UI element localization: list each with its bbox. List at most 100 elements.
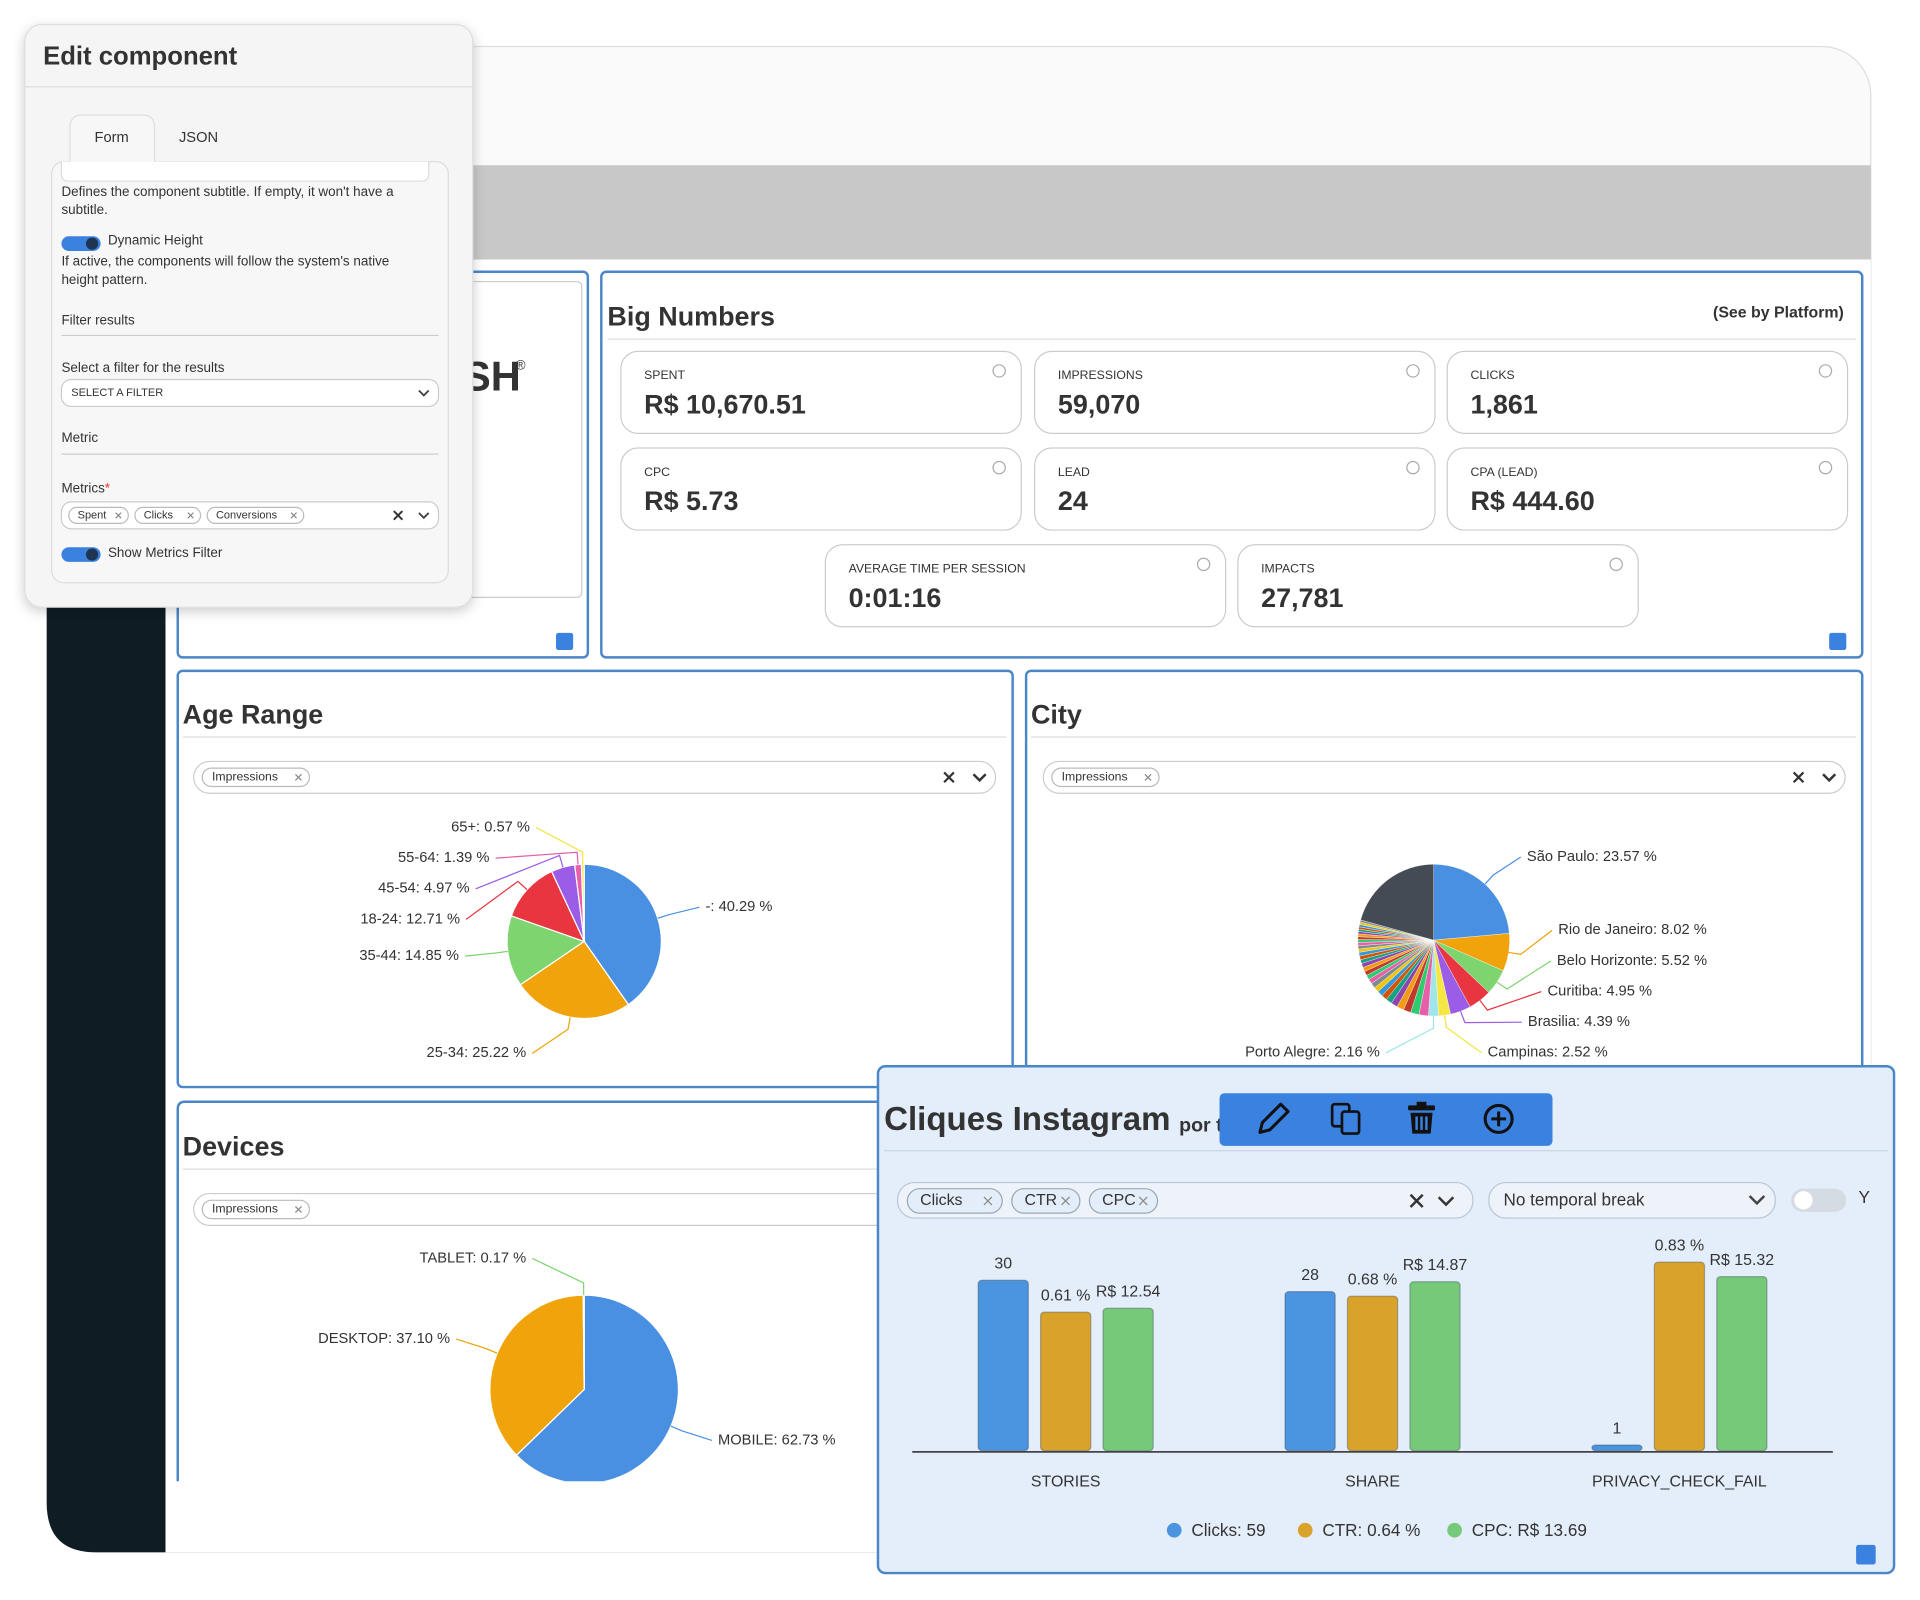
resize-handle[interactable] [1829,632,1847,651]
resize-handle[interactable] [556,632,574,651]
card-link[interactable]: (See by Platform) [1713,305,1844,322]
leader-line [1508,929,1553,956]
tab[interactable]: Form [95,130,129,146]
metric-value: 0:01:16 [849,583,942,613]
metric-value: R$ 10,670.51 [644,390,806,420]
clear-icon[interactable] [1144,773,1152,781]
bar-value-label: 1 [1613,1420,1622,1437]
bar [1039,1311,1092,1452]
bar-value-label: R$ 12.54 [1096,1284,1161,1301]
label: Metrics [61,480,105,495]
info-icon[interactable] [1196,557,1211,572]
legend-label[interactable]: CTR: 0.64 % [1322,1520,1420,1540]
clear-icon[interactable] [290,512,297,519]
metric-select[interactable] [193,760,997,794]
leader-line [495,851,579,865]
clear-icon[interactable] [1061,1196,1070,1206]
leader-line [1484,856,1522,885]
info-icon[interactable] [1818,364,1833,378]
duplicate-icon[interactable] [1330,1102,1361,1135]
chip[interactable] [1051,767,1160,788]
chip[interactable] [1088,1188,1159,1214]
x-tick-label: SHARE [1345,1474,1400,1491]
metric-select[interactable] [1042,760,1846,794]
metric-value: 24 [1058,486,1088,516]
metric-label: IMPRESSIONS [1058,368,1143,382]
bar [1102,1307,1154,1452]
slice-label: 35-44: 14.85 % [359,948,459,964]
bar-value-label: R$ 14.87 [1403,1257,1468,1274]
logo-mark: ® [516,358,526,373]
info-icon[interactable] [1406,364,1420,378]
chip[interactable] [906,1188,1003,1214]
clear-icon[interactable] [1792,771,1805,784]
leader-line [465,950,508,957]
tab[interactable]: JSON [179,130,218,146]
info-icon[interactable] [992,364,1006,378]
slice-label: São Paulo: 23.57 % [1527,849,1657,865]
clear-icon[interactable] [1409,1193,1424,1208]
bar [1409,1281,1461,1452]
leader-line [531,1017,571,1054]
slice-label: Curitiba: 4.95 % [1548,983,1653,999]
chip[interactable] [206,506,305,524]
slice-label: Rio de Janeiro: 8.02 % [1558,922,1707,938]
chip-label: Impressions [1062,770,1128,784]
filter-select[interactable] [60,378,440,408]
clear-icon[interactable] [393,510,404,521]
subtitle-input[interactable] [60,161,430,182]
chip-label: Clicks [920,1192,962,1209]
clear-icon[interactable] [943,771,955,784]
info-icon[interactable] [1818,460,1833,475]
legend-swatch[interactable] [1166,1522,1182,1538]
toolbar-bg [1219,1093,1553,1146]
chevron [1822,773,1837,783]
clear-icon[interactable] [187,512,194,519]
bar-value-label: R$ 15.32 [1710,1252,1775,1269]
info-icon[interactable] [992,460,1006,475]
clear-icon[interactable] [1138,1196,1148,1206]
clear-icon[interactable] [294,773,302,781]
bar [1716,1276,1768,1452]
bar-value-label: 0.68 % [1348,1271,1398,1288]
leader-line [1444,1015,1482,1054]
info-icon[interactable] [1609,557,1623,572]
chip[interactable] [201,1199,311,1220]
legend-label[interactable]: CPC: R$ 13.69 [1472,1520,1587,1540]
metric-label: CPA (LEAD) [1470,465,1537,479]
bar-value-label: 28 [1301,1267,1319,1284]
chip[interactable] [201,767,311,788]
metric-value: R$ 444.60 [1470,486,1594,516]
card-subtitle: por t [1179,1114,1223,1136]
info-icon[interactable] [1406,460,1420,475]
sidebar [46,587,166,1553]
bar [1346,1295,1399,1452]
card-title: Age Range [183,699,324,729]
pie-slice [583,863,662,1006]
legend-swatch[interactable] [1297,1522,1313,1538]
chip-label: CTR [1024,1192,1057,1209]
chip[interactable] [1011,1188,1081,1214]
legend-label[interactable]: Clicks: 59 [1191,1520,1265,1540]
delete-icon[interactable] [1408,1101,1435,1134]
clear-icon[interactable] [115,512,122,519]
edit-panel: Edit component Form JSON Defines the com… [24,23,474,608]
x-tick-label: PRIVACY_CHECK_FAIL [1592,1474,1767,1491]
resize-handle[interactable] [1856,1544,1876,1565]
chip[interactable] [68,506,129,524]
clear-icon[interactable] [294,1205,302,1213]
clear-icon[interactable] [983,1196,993,1206]
legend-swatch[interactable] [1447,1522,1462,1538]
leader-line [535,827,584,865]
tab-active[interactable] [69,114,156,163]
required-mark: * [105,480,111,495]
chip[interactable] [134,506,202,524]
metric-label: CLICKS [1470,368,1514,382]
chip-label: Conversions [216,509,278,521]
edit-icon[interactable] [1258,1102,1290,1134]
add-icon[interactable] [1483,1103,1514,1134]
slice-label: DESKTOP: 37.10 % [318,1331,450,1347]
chevron [972,773,987,783]
break-select[interactable] [1488,1181,1776,1219]
